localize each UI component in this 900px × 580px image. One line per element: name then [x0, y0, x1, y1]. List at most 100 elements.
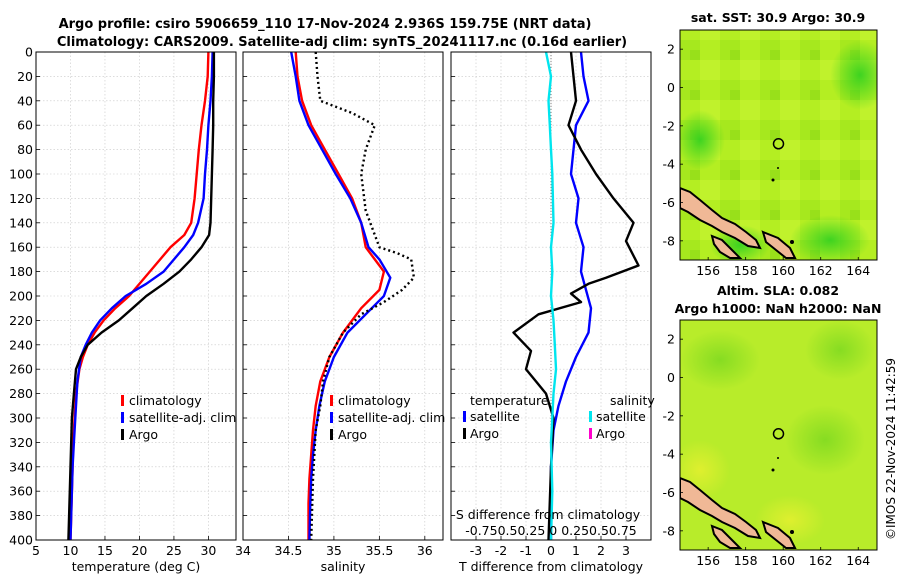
lon-tick-label: 164: [846, 263, 870, 278]
land-island: [761, 520, 797, 549]
legend-swatch-temp-argo: [463, 428, 466, 439]
x-axis-label: temperature (deg C): [72, 559, 201, 574]
land-solomon-islands: [680, 476, 762, 540]
land-solomon-islands: [680, 186, 762, 250]
s-difference-ticks: -0.750.50.25 0 0.250.50.75: [465, 523, 637, 538]
series-line-temperature-satellite: [549, 51, 593, 540]
legend-label-argo: Argo: [338, 427, 367, 442]
land-islet: [771, 178, 775, 182]
x-tick-label: 1: [572, 543, 580, 558]
grid: [35, 51, 236, 541]
lat-tick-label: -2: [663, 118, 675, 133]
series-line-satellite-adj-clim: [69, 51, 214, 541]
x-tick-label: 30: [200, 543, 216, 558]
y-tick-label: 380: [9, 508, 33, 523]
legend-swatch-temp-satellite: [463, 411, 466, 422]
land-island: [710, 234, 743, 259]
x-tick-label: -2: [495, 543, 507, 558]
y-tick-label: 140: [9, 215, 33, 230]
sst-warm-patch: [830, 40, 877, 110]
y-tick-label: 100: [9, 167, 33, 182]
lat-tick-label: -6: [663, 485, 676, 500]
legend-title-temperature: temperature: [470, 393, 549, 408]
series-line-argo: [67, 52, 216, 541]
x-tick-label: -1: [520, 543, 532, 558]
legend-swatch-sal-argo: [589, 428, 592, 439]
legend-swatch-argo: [330, 429, 333, 440]
legend-label-temp-satellite: satellite: [470, 409, 520, 424]
x-tick-label: 10: [63, 543, 79, 558]
y-tick-label: 320: [9, 435, 33, 450]
y-tick-label: 80: [17, 142, 33, 157]
legend-swatch-satellite: [330, 412, 333, 423]
y-tick-label: 180: [9, 264, 33, 279]
land-island: [761, 230, 797, 259]
lat-tick-label: -8: [663, 523, 676, 538]
sla-map-title-2: Argo h1000: NaN h2000: NaN: [675, 301, 882, 316]
sst-map-title: sat. SST: 30.9 Argo: 30.9: [691, 10, 865, 25]
sla-low-patch: [785, 405, 865, 475]
legend-label-sal-argo: Argo: [596, 426, 625, 441]
x-tick-label: 34: [235, 543, 251, 558]
s-difference-label: S difference from climatology: [456, 507, 641, 522]
series-line-salinity-satellite: [544, 51, 558, 541]
y-tick-label: 20: [17, 69, 33, 84]
land-islet: [771, 468, 775, 472]
x-tick-label: 0: [547, 543, 555, 558]
salinity-legend: climatology satellite-adj. clim Argo: [330, 393, 445, 442]
legend-label-sal-satellite: satellite: [596, 409, 646, 424]
series-line-temperature-argo: [512, 51, 640, 541]
x-axis-label: salinity: [321, 559, 366, 574]
lat-tick-label: 0: [667, 80, 675, 95]
y-tick-label: 360: [9, 484, 33, 499]
timestamp-label: ©IMOS 22-Nov-2024 11:42:59: [884, 358, 898, 540]
lat-tick-label: -2: [663, 408, 675, 423]
y-tick-label: 300: [9, 411, 33, 426]
sla-low-patch: [680, 330, 760, 390]
figure-title-line2: Climatology: CARS2009. Satellite-adj cli…: [57, 35, 627, 50]
sst-warm-patch: [790, 215, 870, 260]
temperature-panel: 5 10 15 20 25 3002040608010012014016018020022…: [9, 45, 237, 574]
axes-frame: [242, 51, 444, 541]
y-tick-label: 340: [9, 459, 33, 474]
lon-tick-label: 158: [734, 553, 758, 568]
lat-tick-label: -8: [663, 233, 676, 248]
series-line-climatology: [294, 51, 386, 540]
sst-warm-patch: [680, 110, 725, 170]
difference-legend: temperature salinity satellite Argo sate…: [463, 393, 655, 441]
figure-title-line1: Argo profile: csiro 5906659_110 17-Nov-2…: [59, 17, 592, 32]
y-tick-label: 220: [9, 313, 33, 328]
lon-tick-label: 158: [734, 263, 758, 278]
y-tick-label: 240: [9, 337, 33, 352]
sla-map-frame: [679, 319, 878, 551]
y-tick-label: 280: [9, 386, 33, 401]
x-tick-label: 5: [32, 543, 40, 558]
argo-float-marker: [772, 138, 785, 150]
lat-tick-label: -4: [663, 447, 676, 462]
lat-tick-label: -4: [663, 157, 676, 172]
legend-label-argo: Argo: [129, 427, 158, 442]
legend-label-climatology: climatology: [129, 393, 202, 408]
lon-tick-label: 160: [771, 553, 795, 568]
land-island: [710, 524, 743, 549]
x-tick-label: 15: [97, 543, 113, 558]
x-tick-label: 35: [326, 543, 342, 558]
axes-frame: [450, 51, 652, 541]
lon-tick-label: 162: [809, 553, 833, 568]
x-tick-label: 2: [597, 543, 605, 558]
series-line-satellite-adj-clim: [290, 51, 392, 541]
land-islet: [790, 530, 794, 534]
land-islet: [790, 240, 794, 244]
legend-swatch-climatology: [330, 395, 333, 406]
x-tick-label: 36: [417, 543, 433, 558]
y-tick-label: 40: [17, 93, 33, 108]
lat-tick-label: 0: [667, 370, 675, 385]
salinity-panel: 34 34.5 35 35.5 36 salinity: [235, 51, 444, 574]
x-tick-label: 20: [131, 543, 147, 558]
sla-map-ticks: 156 158 160 162 164 2 0 -2 -4 -6 -8: [663, 332, 871, 568]
legend-swatch-satellite: [121, 412, 124, 423]
legend-swatch-climatology: [121, 395, 124, 406]
y-tick-label: 400: [9, 533, 33, 548]
